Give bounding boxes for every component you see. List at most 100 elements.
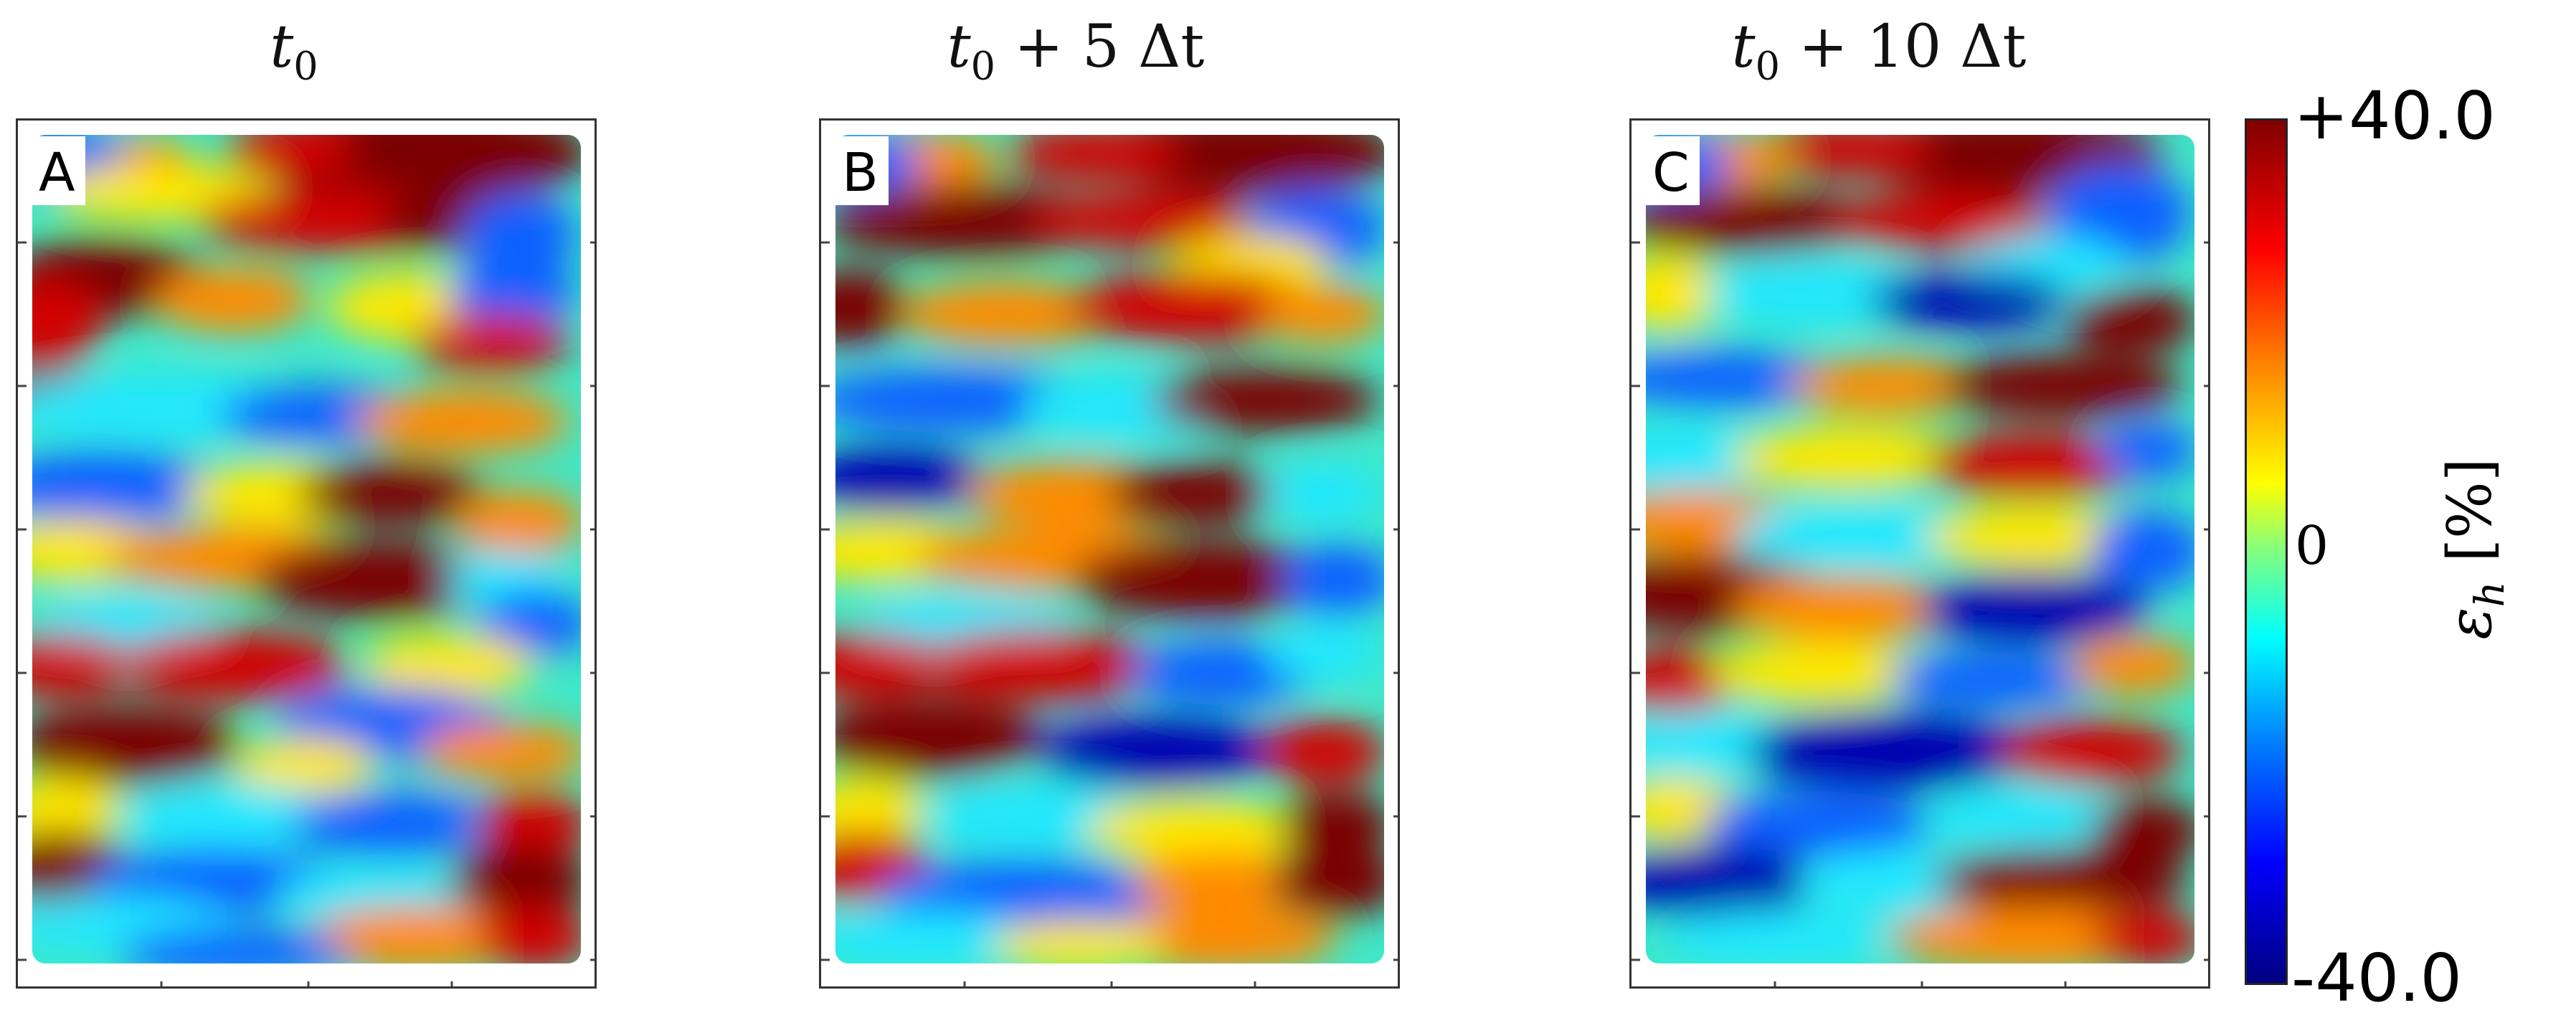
colorbar-max-label: +40.0 xyxy=(2293,77,2496,154)
heatmap-blob xyxy=(420,723,581,781)
heatmap-blob xyxy=(290,791,491,856)
heatmap-blob xyxy=(463,192,577,278)
heatmap-a xyxy=(18,135,595,986)
heatmap-blob xyxy=(835,185,1108,257)
heatmap-blob xyxy=(1259,286,1384,343)
heatmap-blob xyxy=(1646,350,1832,407)
colorbar-title: εh [%] xyxy=(2435,458,2514,640)
heatmap-blob xyxy=(914,630,1158,702)
heatmap-blob xyxy=(1086,798,1302,863)
heatmap-blob xyxy=(1273,845,1384,917)
heatmap-blob xyxy=(1036,716,1280,788)
heatmap-blob xyxy=(32,777,126,842)
heatmap-blob xyxy=(1732,425,1961,490)
heatmap-blob xyxy=(1086,135,1384,196)
heatmap-blob xyxy=(1997,720,2184,784)
heatmap-blob xyxy=(835,698,1043,777)
heatmap-blob xyxy=(448,845,581,917)
heatmap-blob xyxy=(1072,540,1345,619)
heatmap-blob xyxy=(412,314,570,372)
heatmap-blob xyxy=(1108,461,1280,526)
heatmap-blob xyxy=(1825,192,2055,250)
heatmap-blob xyxy=(835,633,950,698)
panel-title-b: t0 + 5 Δt xyxy=(947,13,1205,89)
heatmap-blob xyxy=(247,135,581,203)
heatmap-blob xyxy=(2069,637,2194,694)
heatmap-blob xyxy=(355,390,570,454)
heatmap-blob xyxy=(154,268,312,332)
heatmap-blob xyxy=(1646,648,1739,712)
heatmap-blob xyxy=(2090,798,2194,863)
heatmap-blob xyxy=(448,260,577,325)
heatmap-blob xyxy=(1940,354,2184,418)
heatmap-blob xyxy=(1008,135,1180,182)
heatmap-blob xyxy=(835,777,929,842)
panel-title-a: t0 xyxy=(270,13,318,89)
heatmap-blob xyxy=(835,368,1094,433)
heatmap-blob xyxy=(1926,504,2141,569)
heatmap-blob xyxy=(1933,849,2191,913)
heatmap-blob xyxy=(32,451,219,522)
heatmap-blob xyxy=(1280,544,1384,616)
heatmap-blob xyxy=(1130,852,1316,910)
heatmap-blob xyxy=(1732,504,1990,569)
heatmap-blob xyxy=(835,910,1036,963)
heatmap-blob xyxy=(1660,910,1890,963)
heatmap-c xyxy=(1632,135,2208,986)
heatmap-blob xyxy=(455,490,581,555)
heatmap-blob xyxy=(32,278,104,364)
heatmap-blob xyxy=(32,705,240,784)
heatmap-blob xyxy=(1151,368,1381,433)
heatmap-blob xyxy=(226,135,355,178)
heatmap-blob xyxy=(1918,572,2148,644)
heatmap-blob xyxy=(305,906,534,963)
heatmap-blob xyxy=(298,461,484,526)
heatmap-blob xyxy=(1710,641,1926,705)
heatmap-blob xyxy=(2090,910,2194,963)
colorbar-mid-label: 0 xyxy=(2295,515,2329,577)
panel-label-a: A xyxy=(29,136,85,205)
heatmap-blob xyxy=(1266,623,1381,680)
heatmap-blob xyxy=(1646,712,1789,777)
heatmap-blob xyxy=(118,784,348,849)
heatmap-blob xyxy=(477,590,581,655)
heatmap-blob xyxy=(1926,788,2112,845)
heatmap-blob xyxy=(993,920,1165,963)
heatmap-blob xyxy=(1646,253,1725,332)
panel-title-c: t0 + 10 Δt xyxy=(1731,13,2027,89)
heatmap-blob xyxy=(1732,576,1961,641)
heatmap-blob xyxy=(1646,425,1775,490)
panel-label-c: C xyxy=(1642,136,1700,205)
heatmap-blob xyxy=(1280,791,1384,856)
heatmap-blob xyxy=(1789,357,1990,415)
heatmap-blob xyxy=(255,540,498,619)
heatmap-panel-b xyxy=(819,118,1400,989)
heatmap-blob xyxy=(477,906,581,963)
heatmap-blob xyxy=(118,630,348,702)
heatmap-blob xyxy=(835,447,986,512)
heatmap-b xyxy=(821,135,1398,986)
heatmap-blob xyxy=(1108,906,1337,963)
heatmap-blob xyxy=(32,633,133,698)
heatmap-blob xyxy=(1259,720,1384,784)
heatmap-blob xyxy=(2069,289,2194,354)
colorbar-min-label: -40.0 xyxy=(2291,940,2463,1017)
heatmap-blob xyxy=(1761,135,1933,178)
heatmap-panel-a xyxy=(16,118,597,989)
heatmap-blob xyxy=(1646,845,1825,917)
heatmap-blob xyxy=(1868,271,2069,329)
heatmap-blob xyxy=(477,791,581,856)
heatmap-blob xyxy=(1065,271,1323,343)
heatmap-blob xyxy=(1890,651,2090,709)
panel-label-b: B xyxy=(832,136,889,205)
heatmap-blob xyxy=(1703,791,1933,856)
heatmap-blob xyxy=(1926,433,2141,497)
heatmap-blob xyxy=(362,633,534,698)
heatmap-panel-c xyxy=(1629,118,2210,989)
heatmap-blob xyxy=(2090,512,2194,590)
heatmap-blob xyxy=(1746,712,2033,791)
heatmap-blob xyxy=(2098,422,2194,479)
colorbar xyxy=(2245,118,2288,985)
heatmap-blob xyxy=(835,268,907,346)
heatmap-blob xyxy=(900,282,1115,346)
